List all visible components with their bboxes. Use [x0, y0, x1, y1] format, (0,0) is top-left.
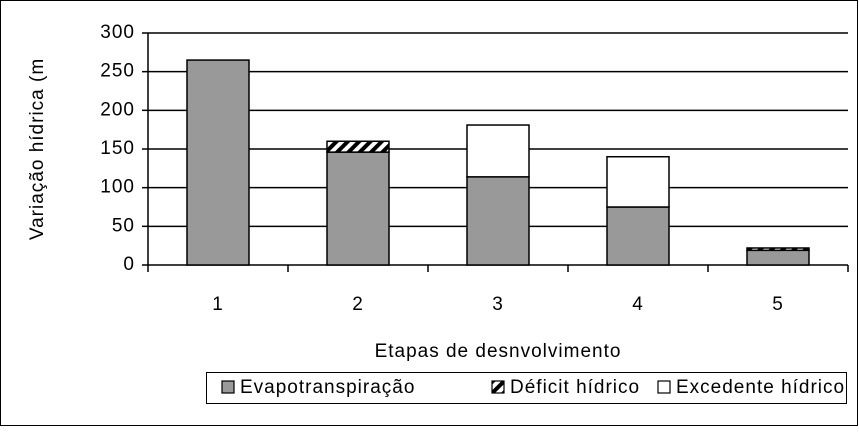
- bar-segment: [606, 155, 670, 208]
- bar-segment: [326, 151, 390, 266]
- y-tick-label: 150: [100, 138, 135, 159]
- y-tick-label: 0: [123, 254, 135, 275]
- x-tick-label: 1: [212, 294, 224, 315]
- bar-segment: [326, 140, 390, 153]
- y-tick-label: 200: [100, 99, 135, 120]
- x-tick-label: 3: [492, 294, 504, 315]
- bar-segment: [466, 176, 530, 266]
- x-tick-label: 2: [352, 294, 364, 315]
- y-tick-label: 300: [100, 22, 135, 43]
- bar-segment: [186, 59, 250, 266]
- y-tick-label: 50: [112, 215, 135, 236]
- legend-label: Excedente hídrico: [676, 377, 845, 398]
- bar-segment: [466, 124, 530, 178]
- x-tick-label: 4: [632, 294, 644, 315]
- legend-label: Evapotranspiração: [240, 377, 415, 398]
- legend-box: [206, 372, 847, 404]
- legend-swatch: [221, 380, 235, 394]
- legend-label: Déficit hídrico: [510, 377, 640, 398]
- legend-swatch: [657, 380, 671, 394]
- legend-swatch: [491, 380, 505, 394]
- bar-segment: [746, 249, 810, 266]
- y-tick-label: 250: [100, 61, 135, 82]
- y-tick-label: 100: [100, 177, 135, 198]
- x-tick-label: 5: [772, 294, 784, 315]
- x-axis-label: Etapas de desnvolvimento: [375, 341, 622, 362]
- bar-segment: [606, 206, 670, 266]
- y-axis-label: Variação hídrica (m: [27, 58, 48, 240]
- bar-segment: [746, 247, 810, 252]
